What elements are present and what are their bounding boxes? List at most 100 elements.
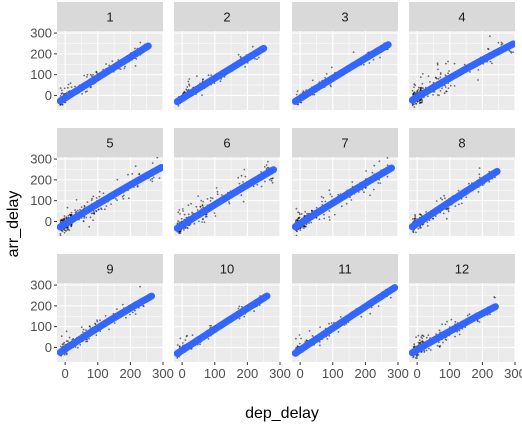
data-point: [108, 328, 110, 331]
data-point: [85, 329, 87, 331]
facet-strip: [409, 2, 515, 31]
data-point: [439, 76, 442, 79]
data-point: [196, 75, 198, 77]
points-layer: [292, 284, 398, 357]
smooth-trend-line: [409, 303, 499, 357]
data-point: [129, 313, 132, 316]
points-layer: [174, 292, 271, 359]
data-point: [311, 335, 314, 337]
data-point: [271, 177, 274, 180]
data-point: [437, 68, 439, 71]
data-point: [116, 199, 118, 202]
data-point: [360, 315, 363, 318]
data-point: [438, 346, 441, 348]
data-point: [297, 211, 299, 214]
data-point: [265, 168, 268, 170]
data-point: [186, 89, 188, 92]
data-point: [89, 73, 92, 76]
smooth-trend-line: [409, 167, 501, 231]
data-point: [68, 336, 71, 339]
data-point: [92, 212, 94, 215]
data-point: [436, 62, 439, 65]
x-axis-title: dep_delay: [245, 405, 319, 422]
data-point: [149, 179, 152, 181]
y-tick-label: 200: [30, 298, 52, 313]
data-point: [333, 213, 336, 216]
data-point: [59, 95, 62, 97]
data-point: [436, 63, 439, 66]
data-point: [63, 217, 65, 220]
data-point: [438, 341, 440, 343]
data-point: [70, 86, 73, 88]
data-point: [389, 296, 392, 299]
data-point: [193, 222, 196, 225]
smooth-trend-line: [292, 41, 392, 105]
data-point: [179, 232, 182, 234]
data-point: [176, 344, 179, 346]
data-point: [198, 220, 200, 223]
data-point: [425, 349, 428, 352]
data-point: [315, 206, 318, 209]
data-point: [447, 210, 450, 213]
data-point: [74, 85, 76, 88]
data-point: [86, 76, 88, 78]
data-point: [321, 200, 323, 203]
data-point: [432, 94, 434, 96]
data-point: [65, 330, 68, 333]
facet-strip: [57, 2, 163, 31]
data-point: [330, 85, 332, 88]
data-point: [325, 73, 328, 75]
data-point: [447, 209, 450, 211]
data-point: [331, 195, 333, 198]
data-point: [65, 230, 67, 232]
data-point: [323, 217, 326, 220]
data-point: [86, 90, 88, 93]
points-layer: [292, 41, 392, 106]
smooth-trend-line: [57, 292, 156, 356]
data-point: [202, 217, 205, 220]
data-point: [181, 342, 184, 344]
data-point: [377, 305, 380, 308]
data-point: [295, 337, 297, 340]
data-point: [110, 203, 112, 206]
y-tick-label: 300: [30, 26, 52, 41]
data-point: [444, 86, 447, 88]
data-point: [428, 347, 430, 350]
data-point: [202, 200, 205, 203]
facet-7: 7: [292, 128, 399, 236]
data-point: [270, 179, 273, 182]
facet-strip: [57, 128, 163, 157]
points-layer: [57, 157, 163, 236]
data-point: [65, 340, 68, 342]
data-point: [435, 200, 438, 203]
data-point: [80, 206, 83, 209]
data-point: [445, 208, 448, 211]
points-layer: [57, 41, 152, 106]
data-point: [70, 225, 73, 228]
data-point: [116, 308, 118, 310]
y-tick-label: 100: [30, 319, 52, 334]
facet-strip-label: 5: [106, 136, 113, 151]
data-point: [100, 207, 102, 210]
data-point: [414, 357, 417, 359]
data-point: [85, 216, 88, 219]
facet-11: 11 0 100 200 300: [292, 254, 409, 381]
data-point: [478, 167, 481, 170]
data-point: [445, 62, 447, 65]
data-point: [121, 195, 124, 198]
data-point: [131, 173, 134, 175]
data-point: [183, 229, 185, 231]
data-point: [181, 208, 184, 210]
data-point: [500, 43, 503, 46]
data-point: [412, 230, 414, 233]
data-point: [268, 178, 271, 181]
facet-4: 4: [409, 2, 516, 110]
points-layer: [292, 157, 395, 236]
data-point: [82, 331, 84, 333]
data-point: [256, 58, 258, 60]
data-point: [244, 65, 247, 68]
data-point: [113, 322, 116, 324]
data-point: [201, 79, 204, 81]
data-point: [187, 204, 190, 207]
data-point: [379, 56, 381, 59]
